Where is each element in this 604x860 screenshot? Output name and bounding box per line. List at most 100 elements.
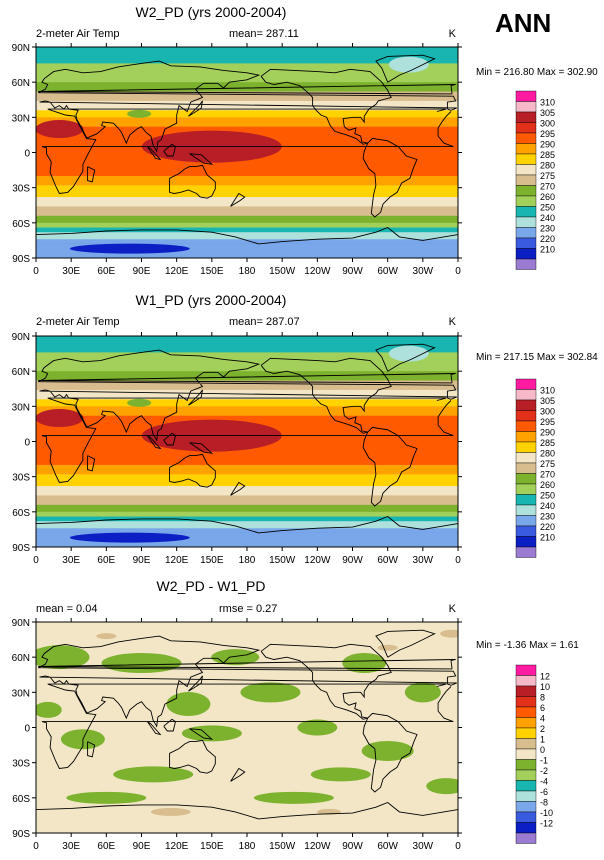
legend-swatch [515,153,537,165]
lat-band [36,79,458,83]
tibet-cool [127,109,152,118]
coastline [230,767,246,782]
stats-label: Min = 217.15 Max = 302.84 [476,352,598,363]
x-tick-label: 30E [62,841,80,852]
greenland-cold [388,56,429,73]
lat-band [36,486,458,489]
coastline [362,137,418,218]
lat-band [36,54,458,57]
greenland-cold [388,345,429,362]
map-field [36,47,458,258]
coastline [189,153,214,165]
legend-label: 285 [540,150,555,160]
lat-band [36,361,458,365]
coastline [163,143,177,157]
lat-band [36,415,458,419]
legend-swatch [515,738,537,750]
legend-label: 250 [540,491,555,501]
x-tick-label: 180 [239,841,256,852]
diff-blob-negative [240,682,301,703]
coastline [41,397,454,483]
lat-band [36,368,458,372]
coastline [188,675,203,692]
mean-label: mean= 287.07 [229,316,300,328]
legend-label: 300 [540,119,555,129]
x-tick-label: 120E [165,266,189,277]
x-tick-label: 120E [165,555,189,566]
lat-band [36,58,458,62]
coastline [375,629,436,658]
lat-band [36,516,458,520]
lat-band [36,523,458,527]
legend-label: 230 [540,512,555,522]
lat-band [36,399,458,403]
chart-title: W2_PD - W1_PD [157,578,266,594]
y-tick-label: 60N [12,653,30,664]
legend-label: 10 [540,682,550,692]
y-tick-label: 60S [12,219,30,230]
legend-label: 285 [540,438,555,448]
lat-band [36,488,458,492]
lat-band [36,338,458,342]
legend-swatch [515,195,537,207]
diff-blob-negative [297,719,338,736]
lat-band [36,471,458,475]
legend-swatch [515,248,537,260]
lat-band [36,464,458,468]
lat-band [36,357,458,361]
lat-band [36,49,458,53]
lat-band [36,502,458,506]
x-tick-label: 60W [377,266,398,277]
x-tick-label: 30W [413,841,434,852]
legend-swatch [515,441,537,453]
lat-band [36,490,458,494]
y-tick-label: 90N [12,43,30,54]
diff-blob-negative [166,692,211,717]
lat-band [36,175,458,179]
legend-swatch [515,237,537,249]
diff-blob-negative [66,791,147,804]
lat-band [36,199,458,203]
lat-band [36,493,458,497]
legend-swatch [515,727,537,739]
lat-band [36,448,458,452]
coastline [169,164,216,199]
lat-band [36,206,458,210]
lat-band [36,117,458,121]
diff-blob-positive [96,633,117,640]
x-tick-label: 90E [133,266,151,277]
lat-band [36,105,458,109]
x-tick-label: 0 [455,841,461,852]
coastline [230,481,246,496]
coastline [260,68,392,145]
lat-band [36,403,458,407]
legend-label: 280 [540,449,555,459]
legend-label: 300 [540,407,555,417]
coastline [147,721,162,736]
lat-band [36,359,458,363]
legend-swatch [515,206,537,218]
y-tick-label: 0 [24,149,30,160]
legend-label: -2 [540,766,548,776]
x-tick-label: 120W [304,555,331,566]
lat-band [36,495,458,499]
legend-label: 240 [540,501,555,511]
season-label: ANN [495,8,552,38]
legend-label: 295 [540,417,555,427]
legend-label: -10 [540,808,553,818]
lat-band [36,72,458,76]
chart-panel-1: W2_PD (yrs 2000-2004) 2-meter Air Temp mea… [12,4,599,277]
lat-band [36,457,458,461]
legend-label: -8 [540,798,548,808]
coastline [147,146,162,161]
diff-blob-negative [211,649,260,666]
variable-label: 2-meter Air Temp [36,28,120,40]
coastline [362,426,418,507]
lat-band [36,161,458,165]
lat-band [36,385,458,389]
lat-band [36,187,458,191]
lat-band [36,65,458,69]
lat-band [36,378,458,382]
y-tick-label: 90S [12,829,30,840]
lat-band [36,168,458,172]
